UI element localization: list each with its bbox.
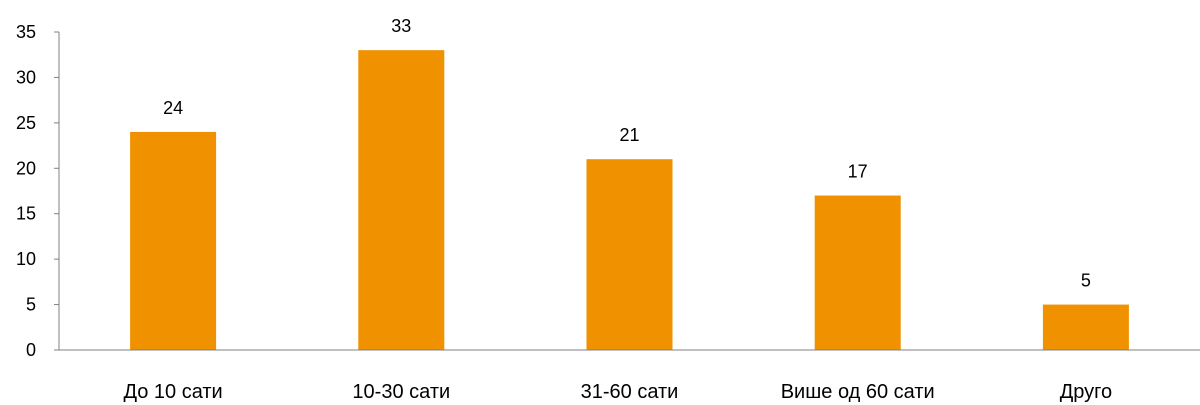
x-axis: До 10 сати 10-30 сати 31-60 сати Више од 60… [59, 349, 1200, 403]
x-category-label: До 10 сати [123, 381, 222, 403]
bar [130, 131, 217, 350]
bar [1042, 304, 1129, 350]
x-category-label: Друго [1060, 381, 1112, 403]
y-tick-label: 10 [16, 249, 36, 269]
y-tick-label: 30 [16, 67, 36, 87]
bar [814, 195, 901, 350]
data-label: 24 [163, 98, 183, 118]
data-label: 33 [391, 16, 411, 36]
y-tick-label: 5 [26, 295, 36, 315]
y-tick-label: 0 [26, 340, 36, 360]
x-category-label: 10-30 сати [352, 381, 450, 403]
x-category-label: Више од 60 сати [781, 381, 935, 403]
data-label: 17 [848, 162, 868, 182]
data-label: 21 [619, 125, 639, 145]
y-tick-label: 25 [16, 113, 36, 133]
y-axis: 0 5 10 15 20 25 30 35 [16, 22, 60, 360]
y-tick-label: 35 [16, 22, 36, 42]
bar [586, 159, 673, 350]
y-tick-label: 15 [16, 204, 36, 224]
data-label: 5 [1081, 271, 1091, 291]
y-tick-label: 20 [16, 158, 36, 178]
bars: 24 33 21 17 5 [130, 16, 1129, 351]
bar [358, 50, 445, 351]
x-category-label: 31-60 сати [581, 381, 679, 403]
